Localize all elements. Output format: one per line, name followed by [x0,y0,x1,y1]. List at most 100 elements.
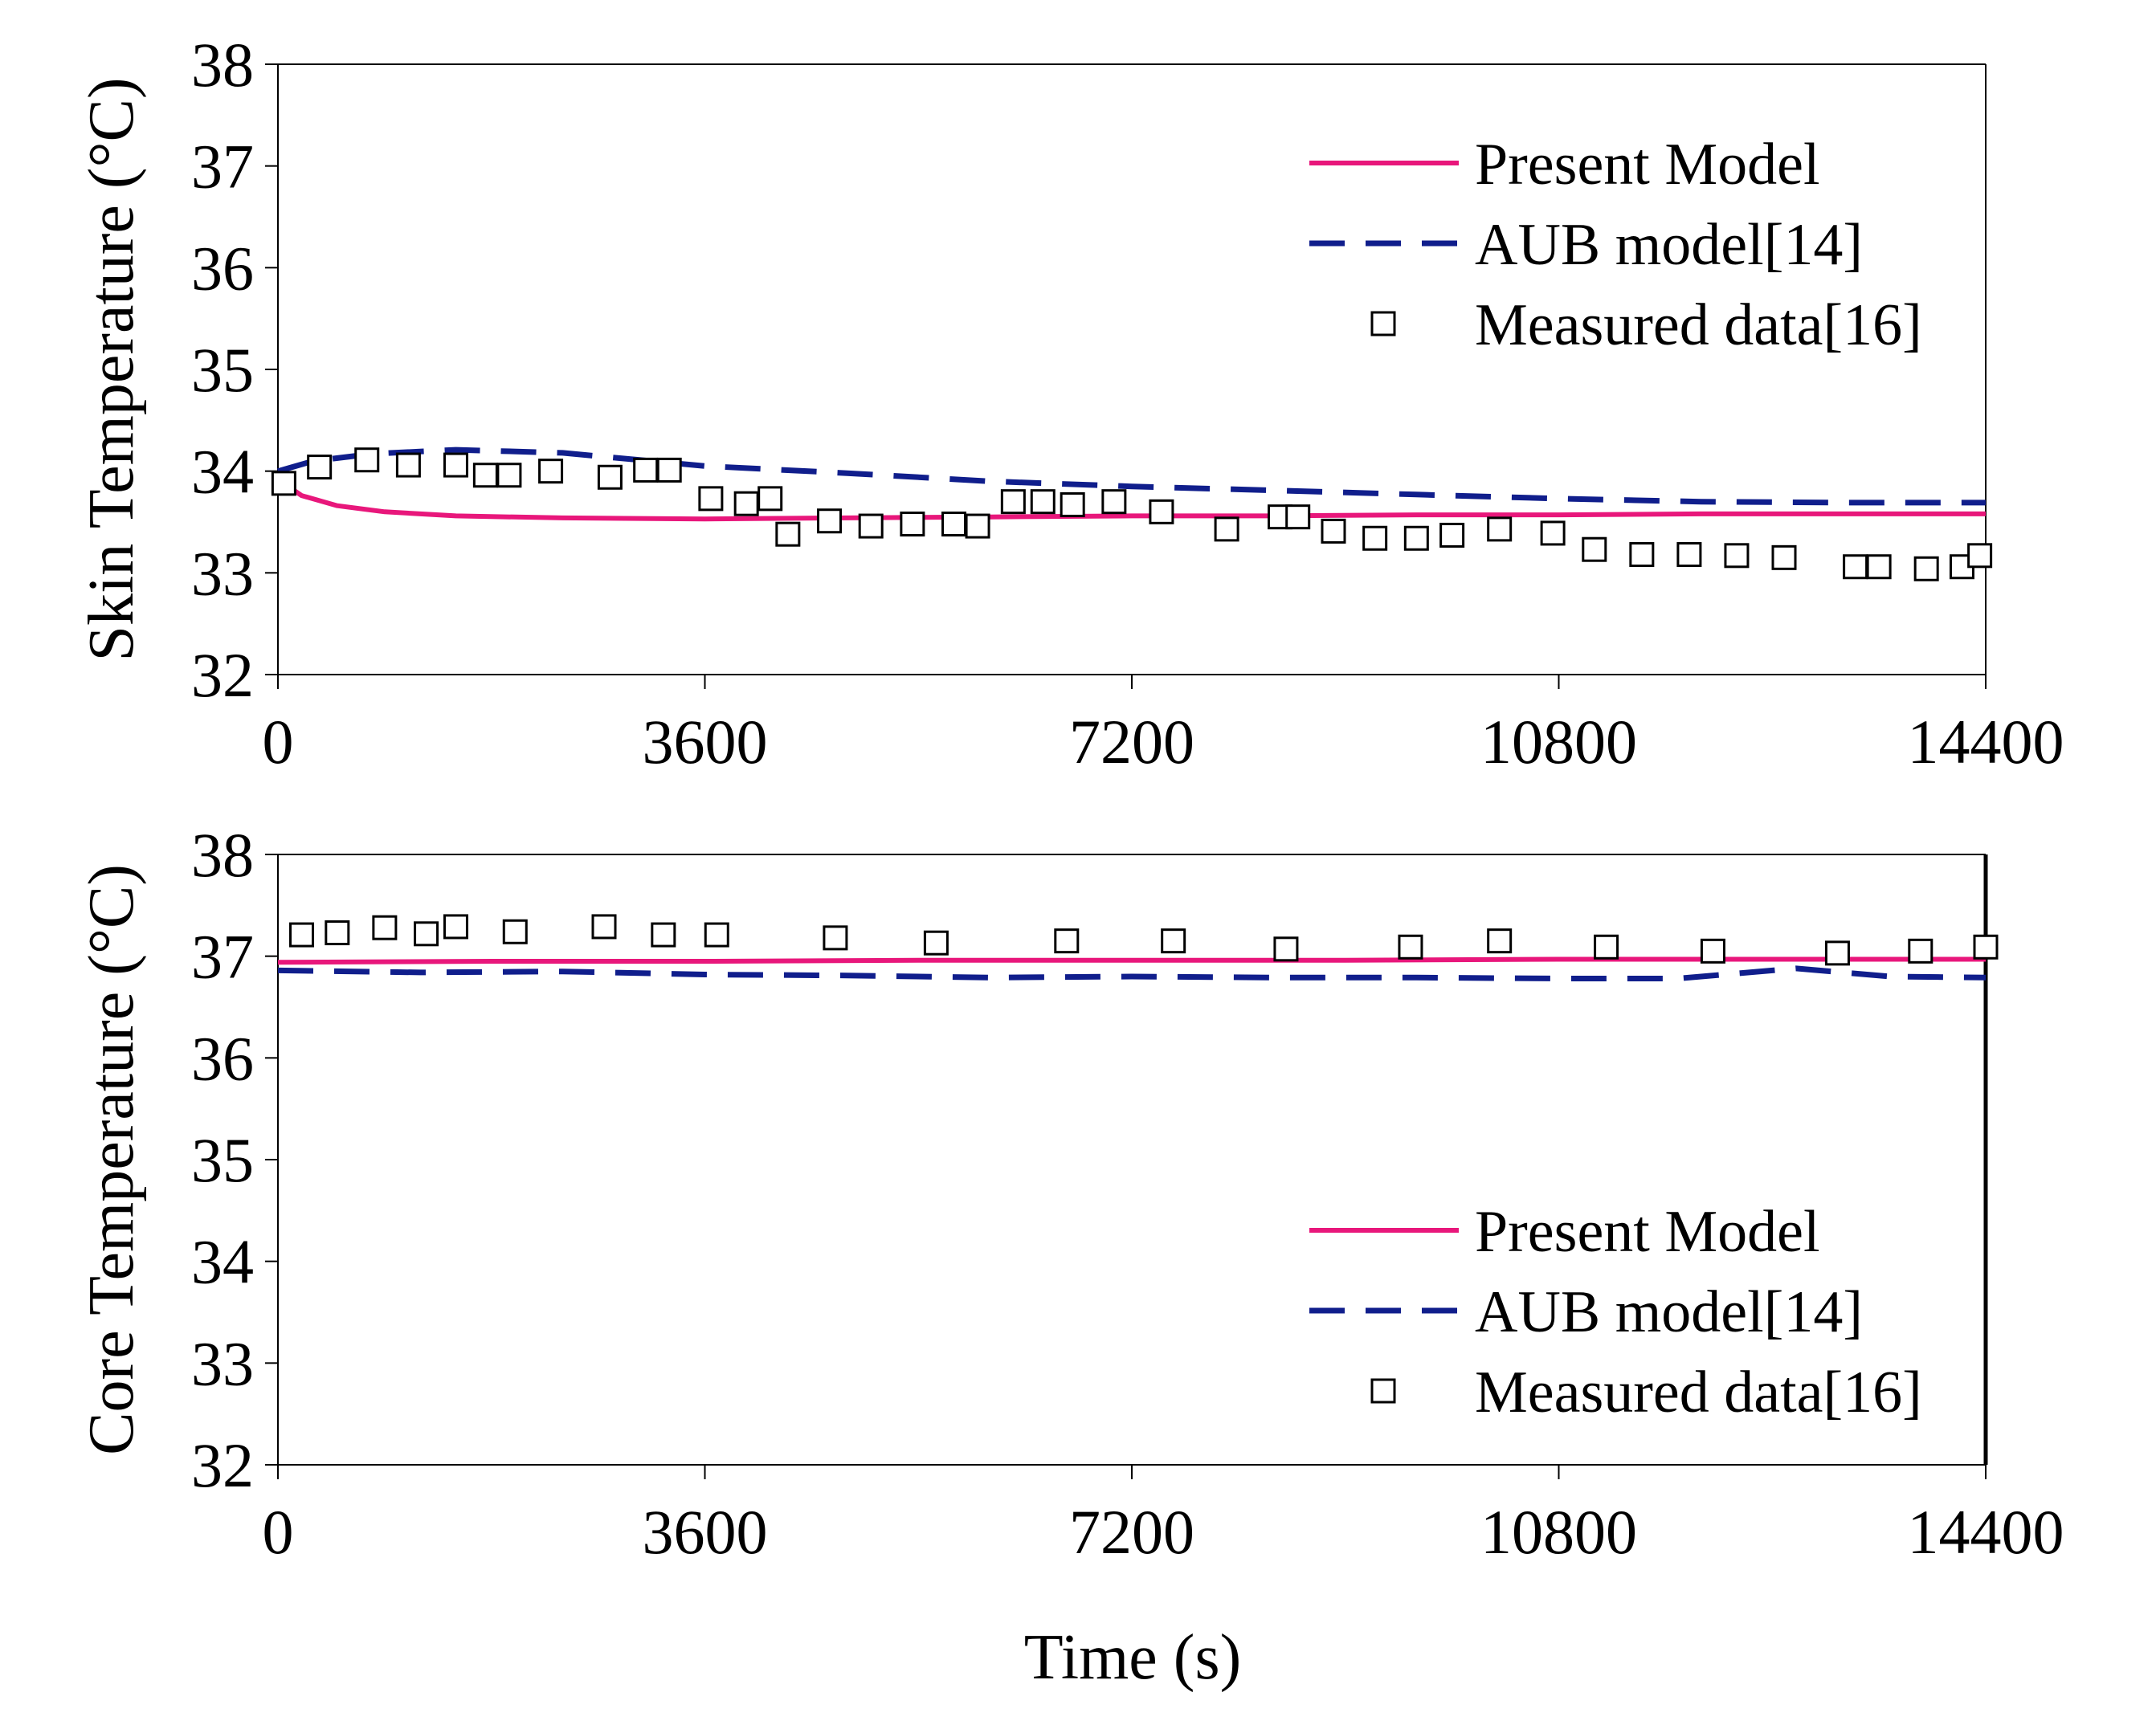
legend-label: Measured data[16] [1475,292,1922,358]
legend-label: AUB model[14] [1475,212,1863,278]
data-point-measured [757,486,783,512]
present-model-line [277,956,1986,965]
data-point-measured [698,486,724,512]
y-axis-title: Core Temperature (°C) [76,864,147,1455]
x-tick-label: 0 [263,1497,294,1567]
x-tick-label: 10800 [1480,707,1637,777]
data-point-measured [496,463,522,488]
x-tick-label: 7200 [1069,1497,1194,1567]
y-tick-label: 36 [191,1023,254,1093]
data-point-measured [443,914,468,940]
data-point-measured [597,464,623,490]
y-tick-label: 33 [191,538,254,608]
data-point-measured [502,919,528,944]
legend-label: AUB model[14] [1475,1279,1863,1345]
aub-model-line [277,965,1987,981]
data-point-measured [1054,928,1080,954]
data-point-measured [923,930,949,956]
y-tick-label: 32 [191,1430,254,1500]
data-point-measured [965,513,990,539]
y-axis-title: Skin Temperature (°C) [76,78,147,662]
data-point-measured [1487,516,1513,542]
y-tick-label: 35 [191,335,254,405]
data-point-measured [1676,542,1702,568]
data-point-measured [1273,936,1299,962]
data-point-measured [538,459,564,484]
data-point-measured [271,471,296,496]
y-tick-label: 37 [191,132,254,202]
data-point-measured [1913,556,1939,581]
legend-label: Measured data[16] [1475,1360,1922,1425]
legend-marker-measured [1370,1378,1396,1404]
legend-label: Present Model [1475,1199,1820,1265]
data-point-measured [733,491,759,516]
y-tick-label: 37 [191,922,254,992]
data-point-measured [651,922,676,948]
data-point-measured [817,508,843,534]
data-point-measured [1000,489,1026,515]
data-point-measured [289,922,315,948]
data-point-measured [1285,504,1311,530]
data-point-measured [325,920,350,946]
data-point-measured [656,457,682,483]
data-point-measured [1540,520,1566,546]
data-point-measured [1582,536,1607,562]
data-point-measured [858,513,884,539]
x-tick-label: 7200 [1069,707,1194,777]
x-tick-label: 3600 [643,1497,768,1567]
y-tick-label: 34 [191,437,254,507]
y-tick-label: 38 [191,30,254,100]
data-point-measured [1973,934,1999,960]
data-point-measured [1321,518,1346,544]
x-tick-label: 0 [263,707,294,777]
aub-model-line [277,447,1986,506]
data-point-measured [1362,525,1388,551]
data-point-measured [1629,542,1655,568]
data-point-measured [1214,516,1239,542]
core-temperature-panel: 32 33 34 35 36 37 38 0 3600 7200 10800 14400 Core Te… [76,820,2064,1567]
data-point-measured [1824,940,1850,966]
data-point-measured [823,925,848,951]
data-point-measured [775,521,801,547]
data-point-measured [1439,522,1465,548]
data-point-measured [395,452,421,478]
data-point-measured [472,463,498,488]
data-point-measured [1700,938,1725,964]
data-point-measured [307,455,333,480]
data-point-measured [941,512,967,537]
x-tick-label: 10800 [1480,1497,1637,1567]
data-point-measured [1161,928,1186,954]
legend-label: Present Model [1475,132,1820,198]
data-point-measured [1594,934,1619,960]
data-point-measured [1398,934,1423,960]
data-point-measured [1403,525,1429,551]
y-tick-label: 33 [191,1328,254,1398]
y-tick-label: 32 [191,640,254,710]
x-tick-label: 14400 [1908,1497,2064,1567]
data-point-measured [1967,543,1993,569]
legend: Present Model AUB model[14] Measured data[… [1309,132,1922,358]
data-point-measured [1724,543,1750,569]
data-point-measured [1908,938,1933,964]
y-tick-label: 38 [191,820,254,890]
data-point-measured [1149,499,1174,524]
x-tick-label: 14400 [1908,707,2064,777]
legend: Present Model AUB model[14] Measured data[… [1309,1199,1922,1425]
data-point-measured [1866,554,1892,580]
data-point-measured [372,915,398,940]
data-point-measured [1030,489,1056,515]
data-point-measured [443,452,468,478]
x-tick-label: 3600 [643,707,768,777]
data-point-measured [1101,489,1127,515]
data-point-measured [414,921,439,947]
y-tick-label: 35 [191,1125,254,1195]
skin-temperature-panel: 32 33 34 35 36 37 38 0 3600 7200 10800 14400 Skin Te… [76,30,2064,777]
data-point-measured [1487,928,1513,954]
data-point-measured [1771,544,1797,570]
data-point-measured [354,447,380,473]
y-tick-label: 36 [191,233,254,303]
data-point-measured [591,914,617,940]
data-point-measured [1060,491,1085,517]
data-point-measured [704,922,729,948]
